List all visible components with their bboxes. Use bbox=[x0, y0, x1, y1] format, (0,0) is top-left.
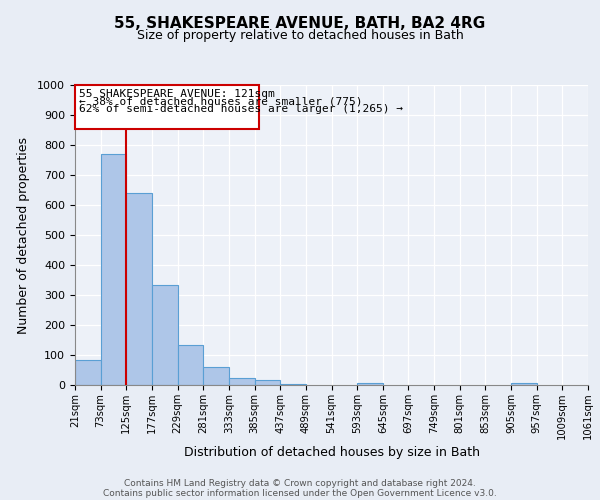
Text: Contains HM Land Registry data © Crown copyright and database right 2024.: Contains HM Land Registry data © Crown c… bbox=[124, 479, 476, 488]
Bar bbox=[229, 378, 254, 385]
Text: Size of property relative to detached houses in Bath: Size of property relative to detached ho… bbox=[137, 29, 463, 42]
Bar bbox=[127, 193, 152, 385]
FancyBboxPatch shape bbox=[75, 85, 259, 128]
Bar bbox=[280, 384, 306, 385]
Text: Contains public sector information licensed under the Open Government Licence v3: Contains public sector information licen… bbox=[103, 489, 497, 498]
X-axis label: Distribution of detached houses by size in Bath: Distribution of detached houses by size … bbox=[184, 446, 479, 459]
Bar bbox=[203, 367, 229, 385]
Bar bbox=[357, 382, 383, 385]
Bar bbox=[511, 382, 537, 385]
Bar bbox=[254, 380, 280, 385]
Bar bbox=[75, 360, 101, 385]
Text: ← 38% of detached houses are smaller (775): ← 38% of detached houses are smaller (77… bbox=[79, 96, 362, 106]
Text: 55, SHAKESPEARE AVENUE, BATH, BA2 4RG: 55, SHAKESPEARE AVENUE, BATH, BA2 4RG bbox=[115, 16, 485, 31]
Bar bbox=[152, 284, 178, 385]
Text: 62% of semi-detached houses are larger (1,265) →: 62% of semi-detached houses are larger (… bbox=[79, 104, 403, 114]
Bar bbox=[101, 154, 127, 385]
Y-axis label: Number of detached properties: Number of detached properties bbox=[17, 136, 31, 334]
Bar bbox=[178, 345, 203, 385]
Text: 55 SHAKESPEARE AVENUE: 121sqm: 55 SHAKESPEARE AVENUE: 121sqm bbox=[79, 88, 275, 99]
